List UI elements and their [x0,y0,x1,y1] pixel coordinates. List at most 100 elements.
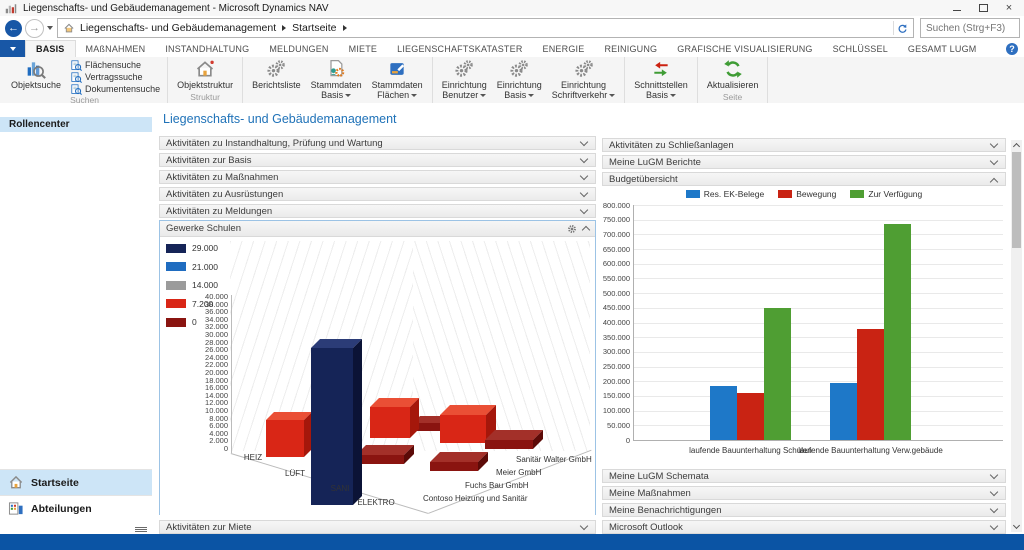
chevron-down-icon[interactable] [579,154,589,164]
ribbon-stammdaten-flächen[interactable]: Stammdaten Flächen [367,58,428,102]
gewerke-panel-header[interactable]: Gewerke Schulen [160,221,595,237]
tab-meldungen[interactable]: MELDUNGEN [269,43,329,54]
button-sublabel: Basis [504,90,535,100]
grid-line [633,263,1003,265]
section-microsoft-outlook[interactable]: Microsoft Outlook [602,520,1006,534]
ribbon-objektstruktur[interactable]: Objektstruktur [172,58,238,91]
y-axis-line [633,205,634,440]
ribbon: Objektsuche Flächensuche Vertragssuche Doku… [0,57,1024,112]
section-budgetübersicht[interactable]: Budgetübersicht [602,172,1006,187]
collapse-panel-icon[interactable] [581,225,591,234]
legend-item: 14.000 [166,280,218,290]
section-aktivitäten-zu-ausrüstungen[interactable]: Aktivitäten zu Ausrüstungen [159,187,596,201]
ribbon-einrichtung-schriftverkehr[interactable]: Einrichtung Schriftverkehr [547,58,621,102]
sidebar-item-startseite[interactable]: Startseite [0,469,152,495]
chart-bar [440,405,496,443]
ribbon-dokumentensuche[interactable]: Dokumentensuche [68,83,163,95]
ribbon-aktualisieren[interactable]: Aktualisieren [702,58,764,91]
chevron-down-icon[interactable] [989,487,999,497]
search-input[interactable] [920,18,1020,38]
chart-options-gear-icon[interactable] [567,224,577,234]
back-button[interactable]: ← [5,19,22,37]
ribbon-flächensuche[interactable]: Flächensuche [68,59,163,71]
ribbon-einrichtung-basis[interactable]: Einrichtung Basis [492,58,547,102]
grid-line [633,249,1003,251]
tab-grafische-visualisierung[interactable]: GRAFISCHE VISUALISIERUNG [677,43,813,54]
gewerke-schulen-panel: Gewerke Schulen 29.000 21.000 14.000 7.200 0… [159,220,596,515]
chevron-down-icon[interactable] [579,171,589,181]
ribbon-berichtsliste[interactable]: Berichtsliste [247,58,306,91]
legend-swatch [166,317,186,327]
breadcrumb-root[interactable]: Liegenschafts- und Gebäudemanagement [80,22,277,34]
chevron-down-icon[interactable] [989,139,999,149]
chevron-down-icon[interactable] [579,521,589,531]
chevron-down-icon[interactable] [579,205,589,215]
section-meine-benachrichtigungen[interactable]: Meine Benachrichtigungen [602,503,1006,517]
bar-front-face [370,407,410,438]
forward-button[interactable]: → [25,18,44,38]
grid-line [633,293,1003,295]
section-meine-lugm-berichte[interactable]: Meine LuGM Berichte [602,155,1006,169]
tab-liegenschaftskataster[interactable]: LIEGENSCHAFTSKATASTER [397,43,523,54]
tab-basis[interactable]: BASIS [25,40,76,57]
tab-reinigung[interactable]: REINIGUNG [604,43,658,54]
y-axis-tick: 28.000 [205,337,228,347]
history-dropdown-icon[interactable] [47,26,53,30]
chevron-up-icon[interactable] [989,177,999,187]
section-aktivitäten-zu-instandhaltung-prüfung-und-wartung[interactable]: Aktivitäten zu Instandhaltung, Prüfung u… [159,136,596,150]
tab-instandhaltung[interactable]: INSTANDHALTUNG [165,43,250,54]
tab-gesamt-lugm[interactable]: GESAMT LUGM [907,43,977,54]
y-axis-tick: 0 [223,444,228,453]
vertical-scrollbar[interactable] [1011,140,1022,532]
minimize-icon[interactable] [944,1,970,16]
breadcrumb-page[interactable]: Startseite [292,22,337,34]
tab-energie[interactable]: ENERGIE [542,43,585,54]
section-label: Meine LuGM Schemata [609,470,709,482]
refresh-icon[interactable] [893,21,910,35]
scroll-down-icon[interactable] [1011,521,1022,532]
button-label: Schnittstellen [634,80,688,90]
ribbon-schnittstellen-basis[interactable]: Schnittstellen Basis [629,58,693,102]
ribbon-menu-dropdown[interactable] [0,40,25,57]
section-aktivitäten-zu-meldungen[interactable]: Aktivitäten zu Meldungen [159,204,596,218]
section-label: Meine Maßnahmen [609,487,691,499]
tab-miete[interactable]: MIETE [348,43,378,54]
scrollbar-thumb[interactable] [1012,152,1021,248]
breadcrumb-arrow-icon[interactable] [282,25,287,31]
home-icon[interactable] [63,23,75,34]
button-label: Einrichtung [441,80,487,90]
help-icon[interactable]: ? [1006,42,1018,55]
tab-schlüssel[interactable]: SCHLÜSSEL [832,43,888,54]
breadcrumb-arrow-icon[interactable] [342,25,347,31]
chevron-down-icon[interactable] [579,188,589,198]
tab-maßnahmen[interactable]: MAßNAHMEN [85,43,146,54]
section-aktivitäten-zur-miete[interactable]: Aktivitäten zur Miete [159,520,596,534]
chevron-down-icon[interactable] [989,504,999,514]
grid-line [633,410,1003,412]
chevron-down-icon[interactable] [579,137,589,147]
chevron-down-icon[interactable] [989,521,999,531]
ribbon-vertragssuche[interactable]: Vertragssuche [68,71,163,83]
y-axis-tick: 10.000 [205,406,228,415]
ribbon-einrichtung-benutzer[interactable]: Einrichtung Benutzer [437,58,492,102]
address-field[interactable]: Liegenschafts- und Gebäudemanagement Sta… [57,18,914,38]
ribbon-objektsuche[interactable]: Objektsuche [6,58,66,91]
button-label: Einrichtung [561,80,607,90]
maximize-icon[interactable] [970,1,996,16]
section-aktivitäten-zur-basis[interactable]: Aktivitäten zur Basis [159,153,596,167]
ribbon-group-items: Objektsuche Flächensuche Vertragssuche Doku… [6,58,163,95]
section-aktivitäten-zu-schließanlagen[interactable]: Aktivitäten zu Schließanlagen [602,138,1006,152]
close-icon[interactable]: × [1005,2,1013,14]
ribbon-group-label: Suchen [70,95,99,105]
ribbon-stammdaten-basis[interactable]: Stammdaten Basis [306,58,367,102]
departments-icon [8,501,24,516]
configure-buttons-icon[interactable] [135,524,147,534]
chevron-down-icon[interactable] [989,470,999,480]
section-meine-maßnahmen[interactable]: Meine Maßnahmen [602,486,1006,500]
section-meine-lugm-schemata[interactable]: Meine LuGM Schemata [602,469,1006,483]
sidebar-item-abteilungen[interactable]: Abteilungen [0,495,152,521]
scroll-up-icon[interactable] [1011,140,1022,151]
grid-line [633,234,1003,236]
section-aktivitäten-zu-maßnahmen[interactable]: Aktivitäten zu Maßnahmen [159,170,596,184]
chevron-down-icon[interactable] [989,156,999,166]
